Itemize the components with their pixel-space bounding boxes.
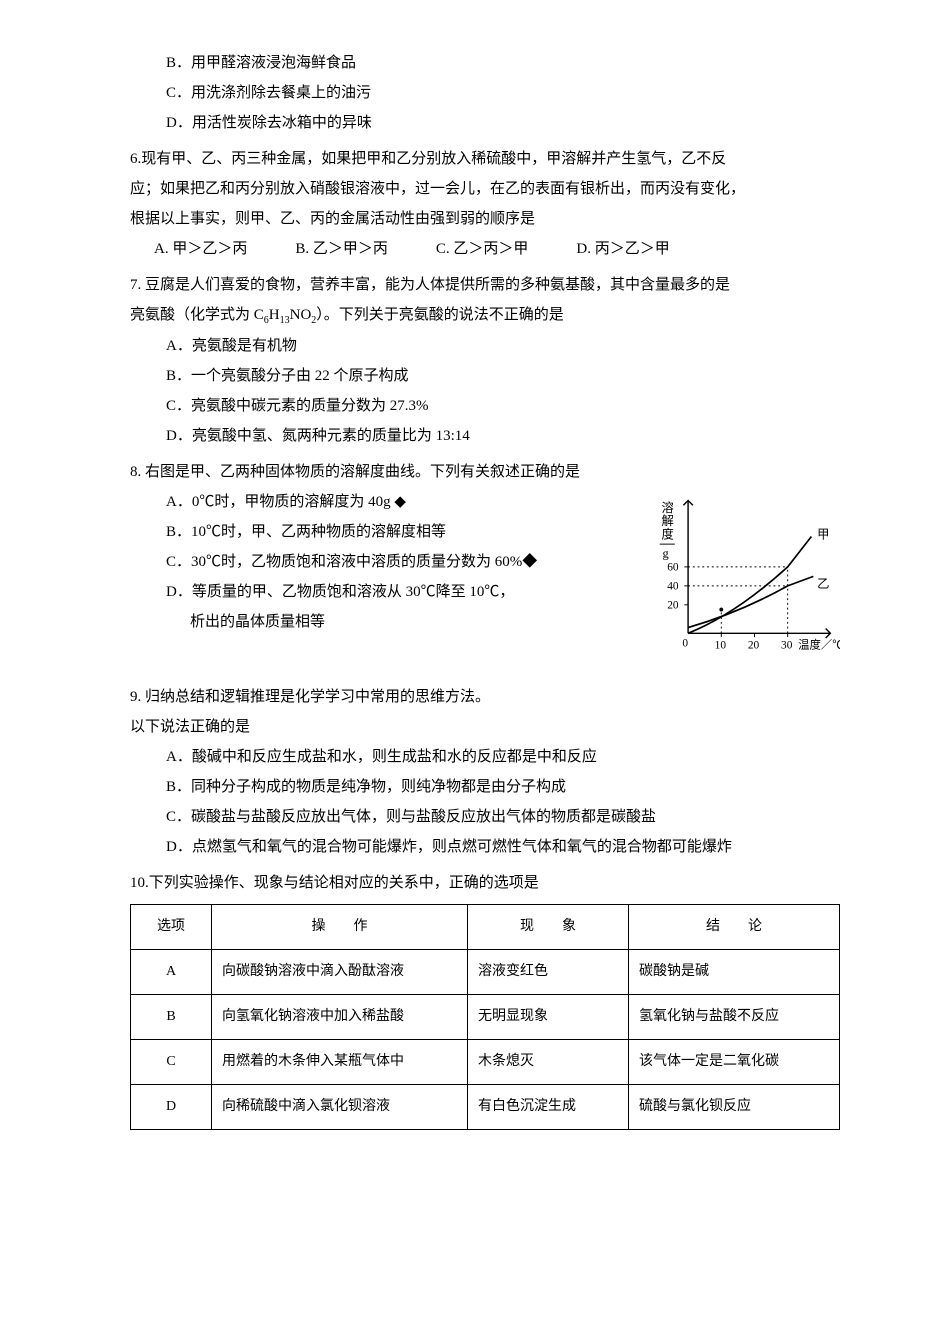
q6-option-b: B. 乙＞甲＞丙 <box>295 234 388 264</box>
solubility-chart: 溶 解 度 g 20 40 60 10 20 30 0 温度／℃ <box>650 491 840 668</box>
th-operation: 操 作 <box>212 905 468 950</box>
svg-text:40: 40 <box>667 581 679 593</box>
q10-table: 选项 操 作 现 象 结 论 A 向碳酸钠溶液中滴入酚酞溶液 溶液变红色 碳酸钠… <box>130 904 840 1130</box>
q7-formula-pre: 亮氨酸（化学式为 C <box>130 307 264 323</box>
q5-option-d: D．用活性炭除去冰箱中的异味 <box>130 108 840 138</box>
q7-stem-line2: 亮氨酸（化学式为 C6H13NO2）。下列关于亮氨酸的说法不正确的是 <box>130 300 840 331</box>
cell: 氢氧化钠与盐酸不反应 <box>629 995 840 1040</box>
cell: 木条熄灭 <box>468 1040 629 1085</box>
q6-option-c: C. 乙＞丙＞甲 <box>436 234 529 264</box>
q5-option-c: C．用洗涤剂除去餐桌上的油污 <box>130 78 840 108</box>
table-row: D 向稀硫酸中滴入氯化钡溶液 有白色沉淀生成 硫酸与氯化钡反应 <box>131 1085 840 1130</box>
q7-option-c: C．亮氨酸中碳元素的质量分数为 27.3% <box>130 391 840 421</box>
cell: 用燃着的木条伸入某瓶气体中 <box>212 1040 468 1085</box>
cell: 向氢氧化钠溶液中加入稀盐酸 <box>212 995 468 1040</box>
svg-text:温度／℃: 温度／℃ <box>798 637 840 651</box>
svg-text:溶: 溶 <box>662 500 674 515</box>
q7-stem-line1: 7. 豆腐是人们喜爱的食物，营养丰富，能为人体提供所需的多种氨基酸，其中含量最多… <box>130 270 840 300</box>
cell: C <box>131 1040 212 1085</box>
svg-text:甲: 甲 <box>817 527 829 541</box>
cell: 无明显现象 <box>468 995 629 1040</box>
svg-text:解: 解 <box>662 514 674 528</box>
table-row: A 向碳酸钠溶液中滴入酚酞溶液 溶液变红色 碳酸钠是碱 <box>131 950 840 995</box>
svg-text:60: 60 <box>667 562 679 574</box>
q5-option-b: B．用甲醛溶液浸泡海鲜食品 <box>130 48 840 78</box>
q9-stem2: 以下说法正确的是 <box>130 712 840 742</box>
cell: 有白色沉淀生成 <box>468 1085 629 1130</box>
q9-stem: 9. 归纳总结和逻辑推理是化学学习中常用的思维方法。 <box>130 682 840 712</box>
q7-sub-13: 13 <box>280 315 290 326</box>
q9-option-b: B．同种分子构成的物质是纯净物，则纯净物都是由分子构成 <box>130 772 840 802</box>
q6-option-d: D. 丙＞乙＞甲 <box>576 234 669 264</box>
svg-text:10: 10 <box>715 639 727 651</box>
q6-stem-line2: 应；如果把乙和丙分别放入硝酸银溶液中，过一会儿，在乙的表面有银析出，而丙没有变化… <box>130 174 840 204</box>
svg-text:乙: 乙 <box>817 577 829 591</box>
svg-text:20: 20 <box>748 639 760 651</box>
cell: 该气体一定是二氧化碳 <box>629 1040 840 1085</box>
table-row: B 向氢氧化钠溶液中加入稀盐酸 无明显现象 氢氧化钠与盐酸不反应 <box>131 995 840 1040</box>
q7-formula-no: NO <box>290 307 312 323</box>
cell: D <box>131 1085 212 1130</box>
svg-text:0: 0 <box>682 638 688 650</box>
table-row: C 用燃着的木条伸入某瓶气体中 木条熄灭 该气体一定是二氧化碳 <box>131 1040 840 1085</box>
q8-stem: 8. 右图是甲、乙两种固体物质的溶解度曲线。下列有关叙述正确的是 <box>130 457 840 487</box>
q7-option-b: B．一个亮氨酸分子由 22 个原子构成 <box>130 361 840 391</box>
svg-text:g: g <box>662 546 668 560</box>
q7-option-a: A．亮氨酸是有机物 <box>130 331 840 361</box>
svg-text:30: 30 <box>781 639 793 651</box>
svg-text:20: 20 <box>667 600 679 612</box>
q7-option-d: D．亮氨酸中氢、氮两种元素的质量比为 13:14 <box>130 421 840 451</box>
cell: A <box>131 950 212 995</box>
q7-formula-end: ）。下列关于亮氨酸的说法不正确的是 <box>316 307 564 323</box>
th-phenomenon: 现 象 <box>468 905 629 950</box>
th-conclusion: 结 论 <box>629 905 840 950</box>
cell: 硫酸与氯化钡反应 <box>629 1085 840 1130</box>
q9-option-d: D．点燃氢气和氧气的混合物可能爆炸，则点燃可燃性气体和氧气的混合物都可能爆炸 <box>130 832 840 862</box>
th-option: 选项 <box>131 905 212 950</box>
q10-stem: 10.下列实验操作、现象与结论相对应的关系中，正确的选项是 <box>130 868 840 898</box>
q6-stem-line3: 根据以上事实，则甲、乙、丙的金属活动性由强到弱的顺序是 <box>130 204 840 234</box>
cell: 向碳酸钠溶液中滴入酚酞溶液 <box>212 950 468 995</box>
q9-option-a: A．酸碱中和反应生成盐和水，则生成盐和水的反应都是中和反应 <box>130 742 840 772</box>
cell: 溶液变红色 <box>468 950 629 995</box>
cell: 碳酸钠是碱 <box>629 950 840 995</box>
cell: 向稀硫酸中滴入氯化钡溶液 <box>212 1085 468 1130</box>
q6-option-a: A. 甲＞乙＞丙 <box>154 234 247 264</box>
cell: B <box>131 995 212 1040</box>
q6-stem-line1: 6.现有甲、乙、丙三种金属，如果把甲和乙分别放入稀硫酸中，甲溶解并产生氢气，乙不… <box>130 144 840 174</box>
q7-formula-h: H <box>269 307 280 323</box>
table-header-row: 选项 操 作 现 象 结 论 <box>131 905 840 950</box>
q9-option-c: C．碳酸盐与盐酸反应放出气体，则与盐酸反应放出气体的物质都是碳酸盐 <box>130 802 840 832</box>
svg-text:度: 度 <box>662 526 674 541</box>
